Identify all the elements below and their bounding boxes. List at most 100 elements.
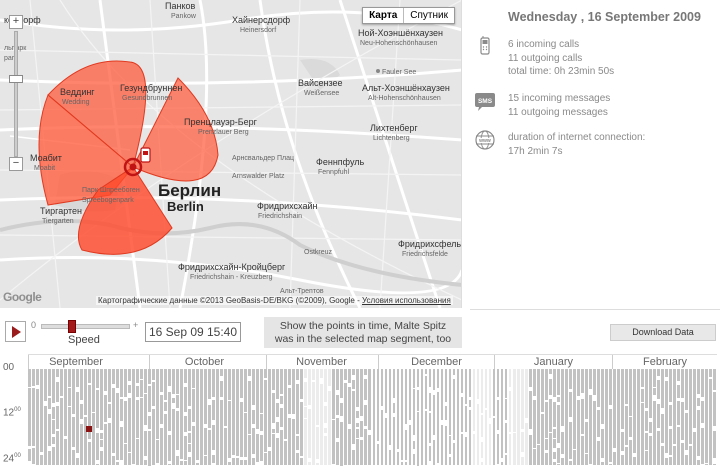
day-column[interactable] <box>144 369 147 465</box>
day-column[interactable] <box>68 369 71 465</box>
day-column[interactable] <box>268 369 272 465</box>
day-column[interactable] <box>472 369 476 465</box>
day-column[interactable] <box>560 369 564 465</box>
day-column[interactable] <box>156 369 159 465</box>
day-column[interactable] <box>420 369 424 465</box>
day-column[interactable] <box>220 369 224 465</box>
day-column[interactable] <box>556 369 560 465</box>
day-column[interactable] <box>124 369 127 465</box>
day-column[interactable] <box>516 369 520 465</box>
zoom-handle[interactable] <box>9 75 23 83</box>
day-column[interactable] <box>480 369 484 465</box>
day-column[interactable] <box>592 369 596 465</box>
map-type-map-button[interactable]: Карта <box>363 8 405 23</box>
day-column[interactable] <box>564 369 568 465</box>
day-column[interactable] <box>280 369 284 465</box>
day-column[interactable] <box>212 369 216 465</box>
day-column[interactable] <box>688 369 692 465</box>
speed-slider-handle[interactable] <box>68 320 77 333</box>
day-column[interactable] <box>104 369 107 465</box>
day-column[interactable] <box>524 369 528 465</box>
download-data-button[interactable]: Download Data <box>610 324 716 341</box>
day-column[interactable] <box>196 369 200 465</box>
day-column[interactable] <box>204 369 208 465</box>
day-column[interactable] <box>428 369 432 465</box>
day-column[interactable] <box>584 369 588 465</box>
day-column[interactable] <box>72 369 75 465</box>
day-column[interactable] <box>180 369 184 465</box>
day-column[interactable] <box>644 369 648 465</box>
day-column[interactable] <box>128 369 131 465</box>
day-column[interactable] <box>364 369 368 465</box>
day-column[interactable] <box>504 369 508 465</box>
day-column[interactable] <box>296 369 300 465</box>
day-column[interactable] <box>332 369 336 465</box>
day-column[interactable] <box>416 369 420 465</box>
day-column[interactable] <box>232 369 236 465</box>
day-column[interactable] <box>176 369 179 465</box>
day-column[interactable] <box>620 369 624 465</box>
day-column[interactable] <box>464 369 468 465</box>
play-button[interactable] <box>5 321 26 342</box>
day-column[interactable] <box>692 369 696 465</box>
day-column[interactable] <box>484 369 488 465</box>
day-column[interactable] <box>308 369 312 465</box>
day-column[interactable] <box>240 369 244 465</box>
show-points-hint[interactable]: Show the points in time, Malte Spitz was… <box>264 317 462 348</box>
day-column[interactable] <box>708 369 712 465</box>
day-column[interactable] <box>624 369 628 465</box>
day-column[interactable] <box>612 369 616 465</box>
day-column[interactable] <box>348 369 352 465</box>
day-column[interactable] <box>40 369 43 465</box>
day-column[interactable] <box>448 369 452 465</box>
day-column[interactable] <box>140 369 143 465</box>
day-column[interactable] <box>664 369 668 465</box>
day-column[interactable] <box>304 369 308 465</box>
day-column[interactable] <box>316 369 320 465</box>
day-column[interactable] <box>256 369 260 465</box>
day-column[interactable] <box>244 369 248 465</box>
day-column[interactable] <box>396 369 400 465</box>
speed-slider-track[interactable] <box>41 324 130 329</box>
day-column[interactable] <box>652 369 656 465</box>
day-column[interactable] <box>344 369 348 465</box>
day-column[interactable] <box>616 369 620 465</box>
day-column[interactable] <box>80 369 83 465</box>
day-column[interactable] <box>300 369 304 465</box>
day-column[interactable] <box>96 369 99 465</box>
map-terms-link[interactable]: Условия использования <box>362 296 451 305</box>
day-column[interactable] <box>116 369 119 465</box>
day-column[interactable] <box>684 369 688 465</box>
day-column[interactable] <box>292 369 296 465</box>
day-column[interactable] <box>340 369 344 465</box>
day-column[interactable] <box>112 369 115 465</box>
day-column[interactable] <box>236 369 240 465</box>
day-column[interactable] <box>508 369 512 465</box>
zoom-in-button[interactable]: + <box>9 15 23 29</box>
day-column[interactable] <box>312 369 316 465</box>
day-column[interactable] <box>56 369 59 465</box>
day-column[interactable] <box>588 369 592 465</box>
day-column[interactable] <box>576 369 580 465</box>
day-column[interactable] <box>164 369 167 465</box>
day-column[interactable] <box>272 369 276 465</box>
map-type-satellite-button[interactable]: Спутник <box>410 10 448 21</box>
day-column[interactable] <box>568 369 572 465</box>
day-column[interactable] <box>580 369 584 465</box>
day-column[interactable] <box>108 369 111 465</box>
day-column[interactable] <box>92 369 95 465</box>
day-column[interactable] <box>432 369 436 465</box>
day-column[interactable] <box>628 369 632 465</box>
day-column[interactable] <box>84 369 87 465</box>
day-column[interactable] <box>492 369 496 465</box>
day-column[interactable] <box>148 369 151 465</box>
zoom-out-button[interactable]: − <box>9 157 23 171</box>
day-column[interactable] <box>512 369 516 465</box>
day-column[interactable] <box>440 369 444 465</box>
day-column[interactable] <box>120 369 123 465</box>
day-column[interactable] <box>76 369 79 465</box>
day-column[interactable] <box>648 369 652 465</box>
day-column[interactable] <box>368 369 372 465</box>
day-column[interactable] <box>672 369 676 465</box>
day-column[interactable] <box>160 369 163 465</box>
